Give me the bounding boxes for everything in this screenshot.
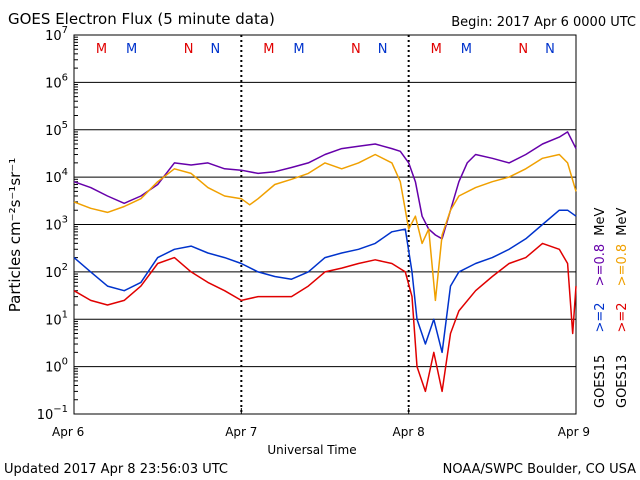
series-line bbox=[73, 131, 577, 240]
legend-goes15-label: GOES15 bbox=[593, 355, 608, 408]
series-line bbox=[73, 153, 577, 302]
svg-text:GOES15 >=2 >=0.8: GOES15 >=2 >=0.8 MeV bbox=[593, 208, 608, 408]
marker-label: M bbox=[431, 42, 442, 57]
marker-label: M bbox=[293, 42, 304, 57]
legend-goes13-ge2: >=2 bbox=[615, 302, 630, 332]
y-tick-label: 101 bbox=[45, 309, 68, 328]
x-tick-label: Apr 9 bbox=[558, 425, 590, 439]
legend-goes15-ge2: >=2 bbox=[593, 302, 608, 332]
gridlines bbox=[73, 35, 577, 414]
marker-label: N bbox=[351, 42, 361, 57]
x-tick-label: Apr 7 bbox=[225, 425, 257, 439]
legend-goes13-label: GOES13 bbox=[615, 355, 630, 408]
x-tick-label: Apr 8 bbox=[393, 425, 425, 439]
series-line bbox=[73, 209, 577, 354]
svg-text:GOES13 >=2 >=0.8: GOES13 >=2 >=0.8 MeV bbox=[615, 208, 630, 408]
legend-goes15: GOES15 >=2 >=0.8 MeV bbox=[593, 208, 608, 408]
x-axis-tick-labels: Apr 6 Apr 7 Apr 8 Apr 9 bbox=[52, 425, 590, 439]
y-tick-label: 10−1 bbox=[37, 404, 68, 423]
y-tick-label: 106 bbox=[45, 72, 68, 91]
y-axis-label: Particles cm⁻²s⁻¹sr⁻¹ bbox=[6, 158, 24, 312]
x-tick-label: Apr 6 bbox=[52, 425, 84, 439]
legend-unit-low: MeV bbox=[593, 208, 608, 236]
y-tick-label: 102 bbox=[45, 262, 68, 281]
legend-unit-high: MeV bbox=[615, 208, 630, 236]
marker-label: M bbox=[461, 42, 472, 57]
y-tick-label: 103 bbox=[45, 215, 68, 234]
series-lines bbox=[73, 131, 577, 393]
credit-label: NOAA/SWPC Boulder, CO USA bbox=[443, 462, 636, 477]
begin-label: Begin: 2017 Apr 6 0000 UTC bbox=[451, 15, 636, 30]
chart-title: GOES Electron Flux (5 minute data) bbox=[8, 10, 275, 28]
marker-label: N bbox=[184, 42, 194, 57]
x-axis-label: Universal Time bbox=[267, 443, 356, 457]
y-tick-label: 105 bbox=[45, 120, 68, 139]
marker-label: N bbox=[518, 42, 528, 57]
y-tick-label: 104 bbox=[45, 167, 68, 186]
legend-goes13-ge08: >=0.8 bbox=[615, 244, 630, 286]
y-tick-label: 100 bbox=[45, 357, 68, 376]
marker-label: N bbox=[545, 42, 555, 57]
updated-timestamp: Updated 2017 Apr 8 23:56:03 UTC bbox=[4, 462, 228, 477]
marker-label: M bbox=[126, 42, 137, 57]
series-line bbox=[73, 242, 577, 393]
legend-goes13: GOES13 >=2 >=0.8 MeV bbox=[615, 208, 630, 408]
marker-label: M bbox=[96, 42, 107, 57]
legend-goes15-ge08: >=0.8 bbox=[593, 244, 608, 286]
marker-label: N bbox=[378, 42, 388, 57]
marker-label: N bbox=[210, 42, 220, 57]
marker-label: M bbox=[263, 42, 274, 57]
